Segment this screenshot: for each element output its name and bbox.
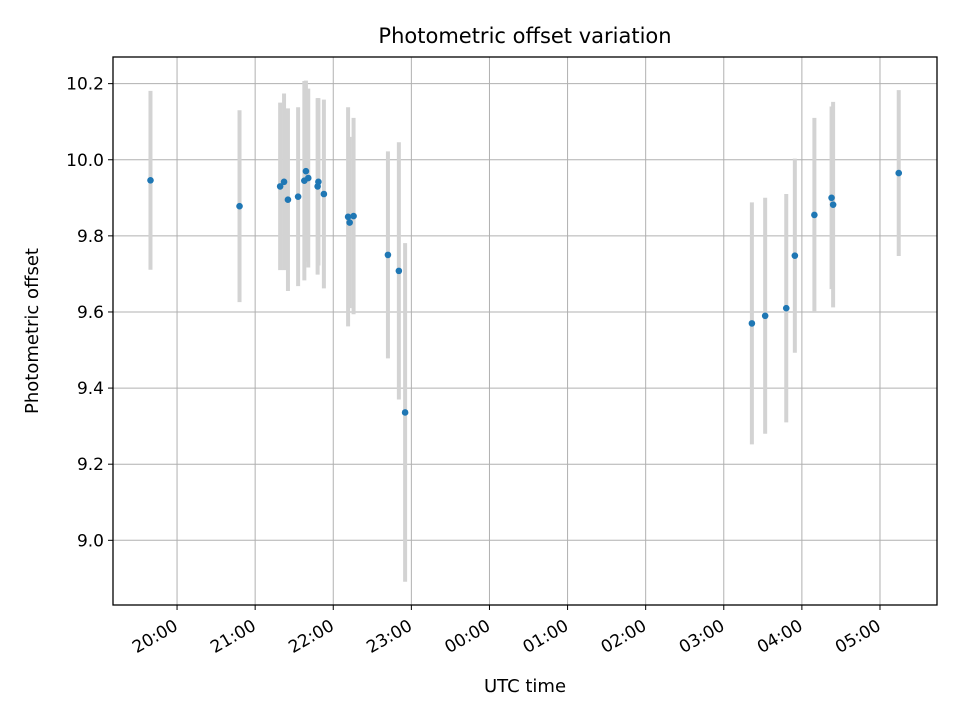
- data-point: [284, 196, 292, 204]
- y-tick-label: 10.2: [66, 75, 104, 95]
- data-point: [294, 193, 302, 200]
- data-point: [276, 183, 284, 190]
- y-tick-label: 9.8: [77, 227, 104, 247]
- y-tick-label: 9.2: [77, 455, 104, 475]
- data-point: [811, 211, 818, 219]
- data-point: [280, 178, 288, 186]
- y-tick-label: 10.0: [66, 151, 104, 171]
- data-point: [761, 312, 769, 320]
- x-axis-label: UTC time: [484, 676, 566, 697]
- data-point: [401, 409, 409, 416]
- y-tick-label: 9.6: [77, 303, 104, 323]
- data-point: [302, 167, 310, 175]
- grid: [113, 57, 937, 605]
- data-point: [895, 169, 903, 177]
- data-point: [236, 202, 243, 210]
- data-point: [791, 252, 799, 259]
- data-point: [782, 304, 790, 312]
- data-point: [829, 201, 837, 208]
- data-point: [315, 178, 322, 186]
- data-point: [147, 177, 154, 184]
- data-point: [350, 212, 357, 220]
- data-point: [344, 213, 352, 221]
- data-point: [748, 320, 756, 327]
- data-point: [384, 251, 392, 259]
- plot-frame: [112, 56, 938, 606]
- y-axis-ticks: 9.0 9.2 9.4 9.6 9.8 10.0 10.2: [66, 75, 113, 551]
- data-point: [346, 219, 353, 226]
- y-tick-label: 9.0: [77, 531, 104, 551]
- chart-title: Photometric offset variation: [378, 24, 671, 48]
- data-point: [304, 174, 312, 182]
- y-axis-label: Photometric offset: [22, 248, 43, 414]
- data-point: [320, 190, 328, 198]
- y-tick-label: 9.4: [77, 379, 104, 399]
- data-point: [828, 194, 835, 202]
- data-point: [395, 267, 403, 275]
- data-points: [147, 167, 903, 416]
